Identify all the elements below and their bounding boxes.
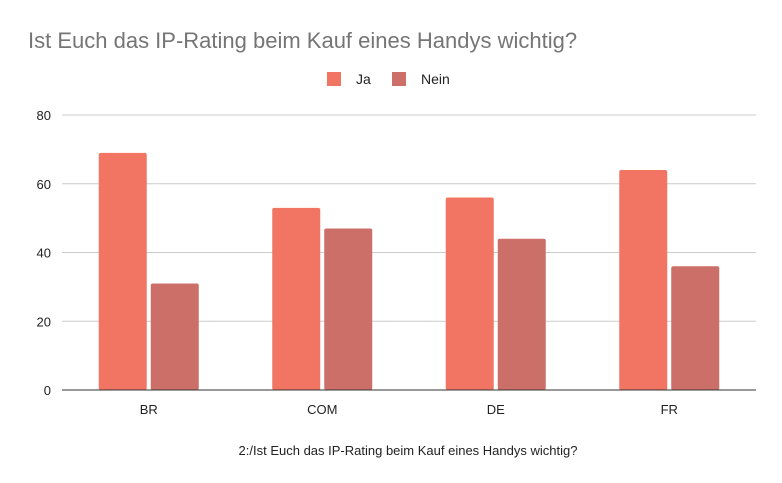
chart-title: Ist Euch das IP-Rating beim Kauf eines H… <box>28 28 577 53</box>
y-tick-label: 80 <box>37 108 51 123</box>
bars <box>98 152 720 390</box>
bar-nein-br <box>150 283 199 390</box>
y-tick-label: 20 <box>37 314 51 329</box>
y-axis-ticks: 0 20 40 60 80 <box>37 108 51 398</box>
y-tick-label: 0 <box>44 383 51 398</box>
bar-ja-de <box>445 197 494 390</box>
bar-ja-com <box>272 207 321 390</box>
bar-nein-fr <box>671 266 720 390</box>
y-tick-label: 60 <box>37 177 51 192</box>
bar-ja-fr <box>619 170 668 390</box>
legend-swatch-ja <box>327 72 341 86</box>
x-tick-label: BR <box>140 402 158 417</box>
bar-nein-de <box>497 238 546 390</box>
legend-label-ja: Ja <box>356 71 371 87</box>
x-tick-label: DE <box>487 402 505 417</box>
x-axis-ticks: BR COM DE FR <box>140 402 678 417</box>
legend-swatch-nein <box>392 72 406 86</box>
bar-nein-com <box>324 228 373 390</box>
x-tick-label: FR <box>661 402 678 417</box>
legend: Ja Nein <box>327 71 450 87</box>
bar-ja-br <box>98 152 147 390</box>
y-tick-label: 40 <box>37 246 51 261</box>
x-axis-title: 2:/Ist Euch das IP-Rating beim Kauf eine… <box>239 443 578 458</box>
legend-label-nein: Nein <box>421 71 450 87</box>
x-tick-label: COM <box>307 402 337 417</box>
